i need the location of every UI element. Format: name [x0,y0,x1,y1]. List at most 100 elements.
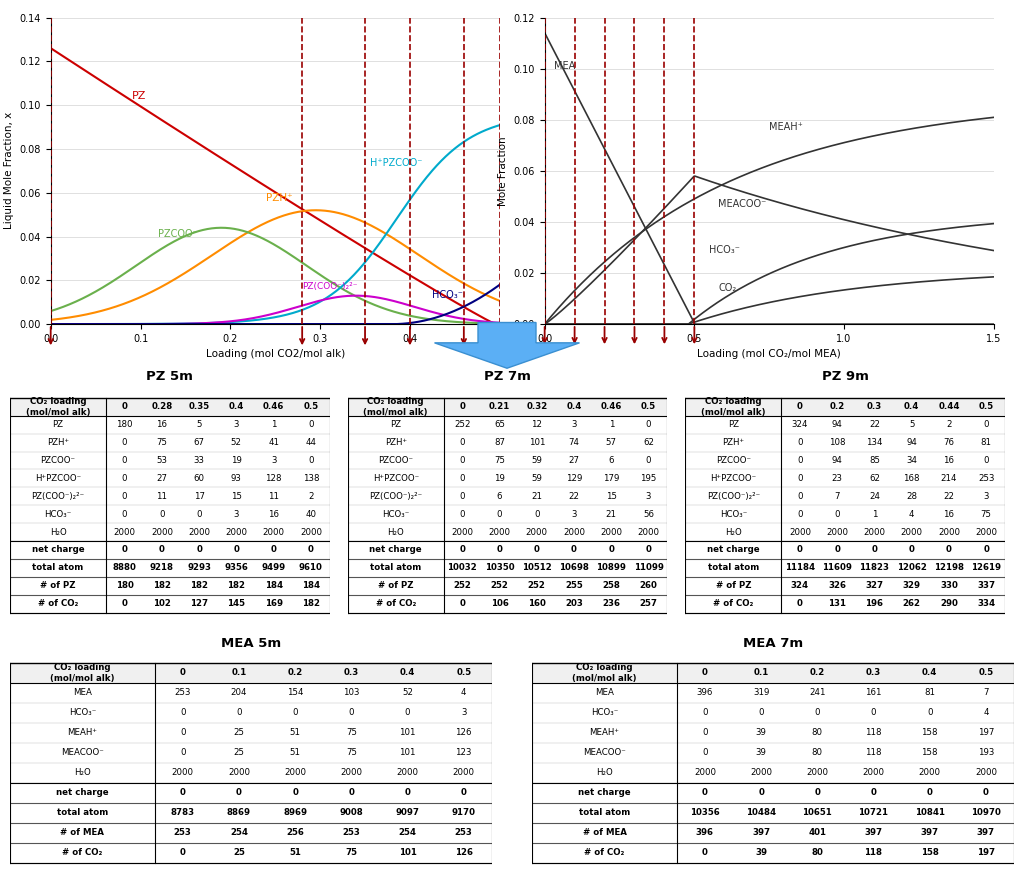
Text: 0.1: 0.1 [753,668,769,677]
Text: 10970: 10970 [971,809,1001,817]
Text: H⁺PZCOO⁻: H⁺PZCOO⁻ [369,159,422,168]
Text: 0: 0 [459,599,465,608]
Text: 75: 75 [494,456,505,465]
Text: 3: 3 [233,510,239,519]
Text: 75: 75 [156,438,167,447]
Text: 34: 34 [907,456,918,465]
Text: 1: 1 [872,510,877,519]
Text: 22: 22 [569,491,580,501]
Text: 80: 80 [811,848,823,857]
Text: 253: 253 [343,828,360,837]
Text: 326: 326 [828,582,847,590]
Text: 0: 0 [646,420,651,429]
Text: HCO₃⁻: HCO₃⁻ [45,510,72,519]
Text: 56: 56 [643,510,654,519]
Text: 10356: 10356 [691,809,720,817]
Text: 158: 158 [921,848,939,857]
Text: 94: 94 [831,456,843,465]
Text: 397: 397 [752,828,771,837]
Text: 6: 6 [497,491,502,501]
Text: 236: 236 [602,599,621,608]
Text: 2000: 2000 [228,768,249,777]
Text: 0: 0 [984,456,989,465]
Text: 401: 401 [808,828,826,837]
Text: 196: 196 [865,599,883,608]
Text: 94: 94 [831,420,843,429]
Text: 9097: 9097 [395,809,420,817]
Text: 2000: 2000 [451,527,474,537]
X-axis label: Loading (mol CO2/mol alk): Loading (mol CO2/mol alk) [206,350,345,359]
Text: 85: 85 [869,456,880,465]
Text: 0: 0 [236,709,241,717]
Text: 0: 0 [927,788,933,797]
Text: 290: 290 [940,599,958,608]
Text: 76: 76 [943,438,954,447]
Text: CO₂ loading
(mol/mol alk): CO₂ loading (mol/mol alk) [363,397,428,416]
Text: 0.4: 0.4 [904,402,920,412]
Text: 0: 0 [159,546,165,555]
Text: 10899: 10899 [596,563,627,572]
Text: MEA 5m: MEA 5m [221,638,281,650]
Text: CO₂ loading
(mol/mol alk): CO₂ loading (mol/mol alk) [701,397,766,416]
Text: 0: 0 [233,546,239,555]
Text: 180: 180 [116,582,134,590]
Text: H₂O: H₂O [387,527,405,537]
Text: # of CO₂: # of CO₂ [62,848,102,857]
Text: 158: 158 [922,728,938,738]
Text: total atom: total atom [57,809,108,817]
Text: # of MEA: # of MEA [583,828,627,837]
Text: HCO₃⁻: HCO₃⁻ [710,244,740,255]
Text: 0: 0 [797,491,803,501]
Text: 1: 1 [271,420,277,429]
Text: 0: 0 [571,546,577,555]
Text: 27: 27 [156,474,167,483]
Text: 0: 0 [835,546,841,555]
Text: CO₂ loading
(mol/mol alk): CO₂ loading (mol/mol alk) [25,397,90,416]
Text: 5: 5 [909,420,915,429]
Text: 8869: 8869 [227,809,250,817]
Text: 24: 24 [869,491,880,501]
Text: 10841: 10841 [915,809,945,817]
Text: 19: 19 [494,474,505,483]
Text: 2000: 2000 [151,527,172,537]
Text: H⁺PZCOO⁻: H⁺PZCOO⁻ [711,474,756,483]
Text: 0: 0 [758,788,765,797]
Text: 0.2: 0.2 [810,668,825,677]
Text: net charge: net charge [707,546,759,555]
X-axis label: Loading (mol CO₂/mol MEA): Loading (mol CO₂/mol MEA) [698,350,841,359]
Text: 0: 0 [179,728,186,738]
Text: 6: 6 [608,456,614,465]
Text: 67: 67 [194,438,205,447]
Text: 44: 44 [305,438,316,447]
Text: 0: 0 [179,848,186,857]
Text: 0: 0 [459,456,465,465]
Text: 0: 0 [758,709,764,717]
Text: 0: 0 [308,546,314,555]
Text: 15: 15 [605,491,617,501]
Text: 40: 40 [305,510,316,519]
Text: 8969: 8969 [283,809,307,817]
Text: 39: 39 [755,728,767,738]
Text: 2000: 2000 [919,768,941,777]
Text: 123: 123 [455,748,472,757]
Text: 0: 0 [871,709,876,717]
Text: 10032: 10032 [447,563,478,572]
Text: 2000: 2000 [974,768,997,777]
Text: 252: 252 [454,420,470,429]
Text: PZH⁺: PZH⁺ [722,438,744,447]
Text: 2000: 2000 [284,768,306,777]
Text: 11: 11 [268,491,279,501]
Bar [348,398,667,416]
Text: 126: 126 [454,848,473,857]
Text: 9008: 9008 [340,809,363,817]
Text: 0: 0 [835,510,840,519]
Text: 0: 0 [646,456,651,465]
Text: 19: 19 [231,456,241,465]
Text: 10350: 10350 [485,563,514,572]
Text: 52: 52 [402,689,413,697]
Text: 0: 0 [405,788,411,797]
Text: 0: 0 [797,402,803,412]
Text: 12: 12 [531,420,542,429]
Text: 0: 0 [797,474,803,483]
Text: 2: 2 [308,491,313,501]
